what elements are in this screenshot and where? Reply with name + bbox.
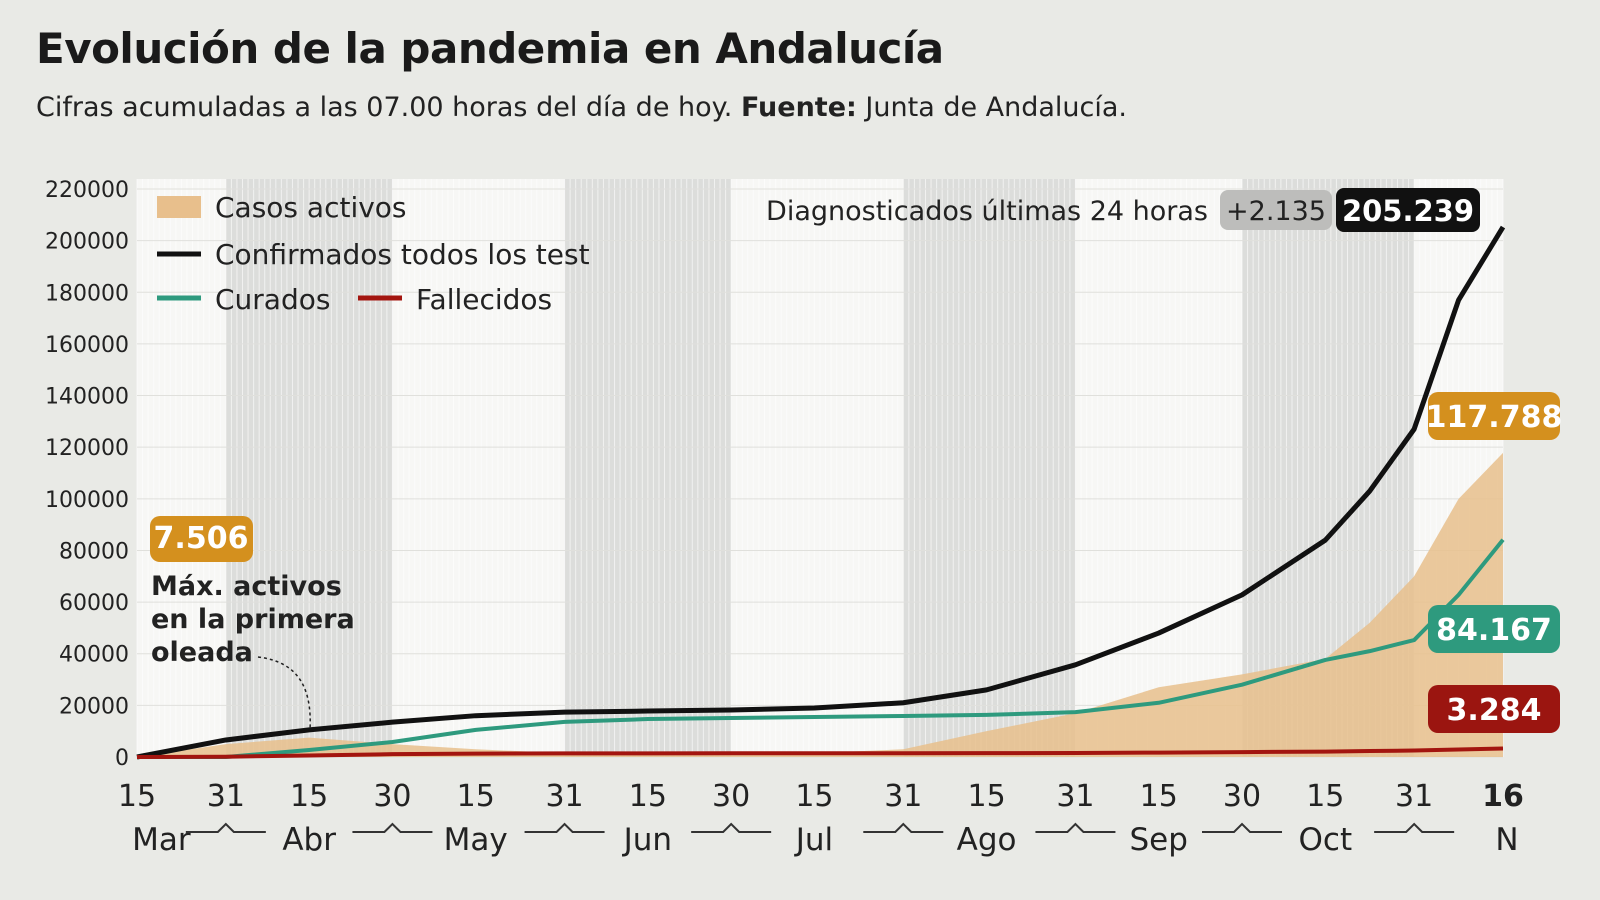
y-tick-label: 40000: [59, 643, 129, 668]
delta-value: +2.135: [1226, 196, 1326, 227]
month-separator: [863, 822, 944, 833]
annotation-leader: [257, 656, 311, 730]
x-tick-label: 30: [712, 779, 750, 814]
y-tick-label: 0: [115, 746, 129, 771]
month-label: N: [1495, 822, 1518, 858]
diagnosed-label: Diagnosticados últimas 24 horas: [766, 196, 1208, 227]
month-separator: [691, 822, 772, 833]
x-tick-label: 15: [967, 779, 1005, 814]
chart-subtitle: Cifras acumuladas a las 07.00 horas del …: [36, 92, 1127, 123]
y-tick-label: 80000: [59, 539, 129, 564]
x-tick-label: 15: [118, 779, 156, 814]
peak-badge: [150, 516, 253, 562]
x-tick-label: 31: [1056, 779, 1094, 814]
x-tick-label: 15: [629, 779, 667, 814]
month-label: May: [444, 822, 508, 858]
month-band: [903, 179, 1076, 757]
series-area-casos-activos: [137, 452, 1503, 757]
legend-label: Fallecidos: [416, 283, 552, 316]
total-badge: [1336, 188, 1480, 232]
chart-title: Evolución de la pandemia en Andalucía: [36, 24, 944, 73]
month-label: Oct: [1299, 822, 1353, 858]
end-value-label: 117.788: [1426, 400, 1563, 435]
subtitle-text: Cifras acumuladas a las 07.00 horas del …: [36, 92, 733, 123]
annotation-text: oleada: [151, 637, 253, 668]
y-tick-label: 180000: [45, 281, 129, 306]
y-tick-label: 140000: [45, 385, 129, 410]
annotation-text: en la primera: [151, 604, 355, 635]
x-tick-label: 31: [1395, 779, 1433, 814]
x-tick-label: 15: [457, 779, 495, 814]
x-tick-label: 15: [795, 779, 833, 814]
annotation-text: Máx. activos: [151, 571, 342, 602]
x-tick-label: 15: [290, 779, 328, 814]
delta-badge: [1220, 190, 1332, 230]
peak-value: 7.506: [154, 521, 249, 556]
legend-label: Casos activos: [215, 191, 407, 224]
total-value: 205.239: [1342, 194, 1474, 228]
source-label: Fuente:: [740, 92, 857, 123]
month-label: Ago: [957, 822, 1017, 858]
y-tick-label: 120000: [45, 436, 129, 461]
month-separator: [1202, 822, 1283, 833]
x-tick-label: 31: [545, 779, 583, 814]
x-tick-label: 16: [1482, 779, 1524, 814]
y-tick-label: 20000: [59, 694, 129, 719]
y-tick-label: 200000: [45, 230, 129, 255]
end-value-badge: [1428, 605, 1560, 653]
y-tick-label: 100000: [45, 488, 129, 513]
x-tick-label: 30: [373, 779, 411, 814]
end-value-badge: [1428, 392, 1560, 440]
end-value-label: 3.284: [1447, 693, 1542, 728]
y-tick-label: 220000: [45, 178, 129, 203]
month-separator: [185, 822, 266, 833]
month-label: Jun: [622, 822, 672, 858]
source-text: Junta de Andalucía.: [865, 92, 1128, 123]
legend-label: Confirmados todos los test: [215, 238, 590, 271]
month-label: Abr: [282, 822, 336, 858]
x-tick-label: 31: [884, 779, 922, 814]
legend-label: Curados: [215, 283, 330, 316]
x-tick-label: 15: [1140, 779, 1178, 814]
x-tick-label: 15: [1306, 779, 1344, 814]
end-value-badge: [1428, 685, 1560, 733]
month-label: Mar: [132, 822, 191, 858]
month-separator: [352, 822, 433, 833]
month-separator: [1035, 822, 1116, 833]
end-value-label: 84.167: [1436, 613, 1552, 648]
month-separator: [1374, 822, 1455, 833]
x-tick-label: 31: [207, 779, 245, 814]
x-tick-label: 30: [1223, 779, 1261, 814]
legend-swatch: [157, 196, 201, 218]
month-separator: [524, 822, 605, 833]
month-label: Jul: [794, 822, 833, 858]
y-tick-label: 60000: [59, 591, 129, 616]
month-label: Sep: [1130, 822, 1188, 858]
y-tick-label: 160000: [45, 333, 129, 358]
